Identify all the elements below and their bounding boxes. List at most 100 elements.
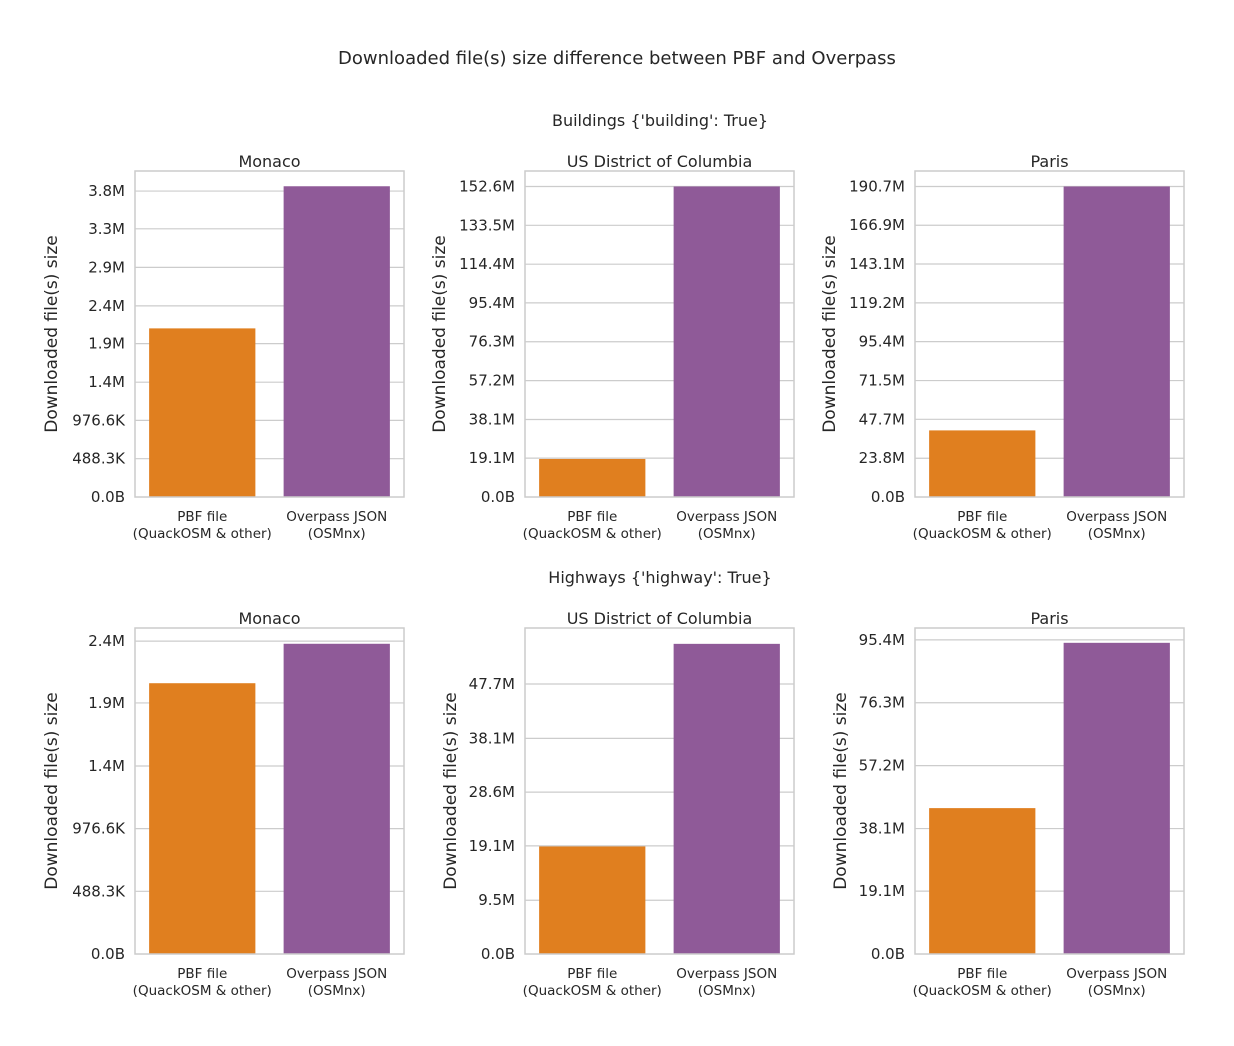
panel-title: Monaco bbox=[238, 609, 300, 628]
y-tick-label: 2.4M bbox=[88, 632, 125, 650]
x-tick-label: Overpass JSON bbox=[676, 509, 777, 525]
bar-overpass bbox=[283, 643, 390, 954]
y-tick-label: 3.3M bbox=[88, 220, 125, 238]
y-tick-label: 488.3K bbox=[72, 450, 126, 468]
bar-overpass bbox=[673, 186, 780, 497]
chart-panel: 0.0B 9.5M 19.1M 28.6M 38.1M 47.7M PBF file(Qua… bbox=[441, 609, 795, 999]
x-tick-label: (QuackOSM & other) bbox=[913, 983, 1052, 999]
chart-panel: 0.0B 19.1M 38.1M 57.2M 76.3M 95.4M PBF file(Qu… bbox=[831, 609, 1185, 999]
y-tick-label: 95.4M bbox=[469, 294, 515, 312]
y-tick-label: 3.8M bbox=[88, 182, 125, 200]
y-tick-label: 9.5M bbox=[478, 891, 515, 909]
x-tick-label: (QuackOSM & other) bbox=[133, 983, 272, 999]
y-tick-label: 152.6M bbox=[459, 177, 515, 195]
x-tick-label: (QuackOSM & other) bbox=[133, 526, 272, 542]
y-tick-label: 19.1M bbox=[469, 837, 515, 855]
panel-title: US District of Columbia bbox=[567, 152, 753, 171]
y-tick-label: 38.1M bbox=[469, 410, 515, 428]
y-tick-label: 57.2M bbox=[469, 372, 515, 390]
y-tick-label: 1.4M bbox=[88, 757, 125, 775]
y-tick-label: 166.9M bbox=[849, 216, 905, 234]
x-tick-label: (OSMnx) bbox=[698, 526, 756, 542]
chart-panel: 0.0B 488.3K 976.6K 1.4M 1.9M 2.4M 2.9M 3.3M 3.8M… bbox=[42, 152, 405, 542]
panel-title: US District of Columbia bbox=[567, 609, 753, 628]
chart-panel: 0.0B 23.8M 47.7M 71.5M 95.4M 119.2M 143.1M 166.… bbox=[820, 152, 1185, 542]
y-tick-label: 71.5M bbox=[859, 372, 905, 390]
x-tick-label: (OSMnx) bbox=[308, 983, 366, 999]
bar-overpass bbox=[283, 186, 390, 497]
y-tick-label: 0.0B bbox=[481, 945, 515, 963]
y-tick-label: 114.4M bbox=[459, 255, 515, 273]
y-tick-label: 19.1M bbox=[469, 449, 515, 467]
y-tick-label: 133.5M bbox=[459, 216, 515, 234]
x-tick-label: Overpass JSON bbox=[286, 966, 387, 982]
y-tick-label: 0.0B bbox=[91, 945, 125, 963]
x-tick-label: Overpass JSON bbox=[1066, 509, 1167, 525]
y-tick-label: 76.3M bbox=[859, 694, 905, 712]
y-tick-label: 38.1M bbox=[859, 820, 905, 838]
y-tick-label: 976.6K bbox=[72, 411, 126, 429]
x-tick-label: Overpass JSON bbox=[1066, 966, 1167, 982]
section-title-highways: Highways {'highway': True} bbox=[548, 568, 771, 587]
plot-frame bbox=[134, 170, 405, 498]
x-tick-label: PBF file bbox=[177, 966, 227, 982]
bar-pbf bbox=[149, 328, 256, 497]
x-tick-label: (OSMnx) bbox=[698, 983, 756, 999]
y-tick-label: 23.8M bbox=[859, 449, 905, 467]
x-tick-label: PBF file bbox=[567, 966, 617, 982]
y-tick-label: 95.4M bbox=[859, 631, 905, 649]
bar-pbf bbox=[539, 458, 646, 497]
y-tick-label: 119.2M bbox=[849, 294, 905, 312]
bar-overpass bbox=[673, 643, 780, 954]
bar-pbf bbox=[929, 430, 1036, 497]
x-tick-label: Overpass JSON bbox=[676, 966, 777, 982]
y-tick-label: 28.6M bbox=[469, 783, 515, 801]
plot-frame bbox=[524, 627, 795, 955]
y-axis-label: Downloaded file(s) size bbox=[820, 235, 840, 433]
bar-pbf bbox=[929, 808, 1036, 954]
plot-frame bbox=[914, 627, 1185, 955]
y-tick-label: 488.3K bbox=[72, 882, 126, 900]
y-tick-label: 1.9M bbox=[88, 335, 125, 353]
y-tick-label: 1.4M bbox=[88, 373, 125, 391]
bar-pbf bbox=[539, 846, 646, 954]
y-axis-label: Downloaded file(s) size bbox=[42, 692, 62, 890]
y-tick-label: 0.0B bbox=[871, 945, 905, 963]
x-tick-label: Overpass JSON bbox=[286, 509, 387, 525]
y-tick-label: 47.7M bbox=[469, 675, 515, 693]
y-tick-label: 976.6K bbox=[72, 820, 126, 838]
y-tick-label: 95.4M bbox=[859, 333, 905, 351]
y-tick-label: 19.1M bbox=[859, 882, 905, 900]
x-tick-label: PBF file bbox=[567, 509, 617, 525]
y-axis-label: Downloaded file(s) size bbox=[441, 692, 461, 890]
x-tick-label: PBF file bbox=[177, 509, 227, 525]
x-tick-label: (QuackOSM & other) bbox=[523, 526, 662, 542]
chart-panel: 0.0B 19.1M 38.1M 57.2M 76.3M 95.4M 114.4M 133.5… bbox=[430, 152, 795, 542]
y-axis-label: Downloaded file(s) size bbox=[42, 235, 62, 433]
section-title-buildings: Buildings {'building': True} bbox=[552, 111, 768, 130]
y-tick-label: 47.7M bbox=[859, 410, 905, 428]
x-tick-label: (OSMnx) bbox=[1088, 526, 1146, 542]
bar-pbf bbox=[149, 683, 256, 954]
x-tick-label: (QuackOSM & other) bbox=[523, 983, 662, 999]
x-tick-label: (QuackOSM & other) bbox=[913, 526, 1052, 542]
y-tick-label: 0.0B bbox=[871, 488, 905, 506]
y-tick-label: 76.3M bbox=[469, 333, 515, 351]
y-tick-label: 2.9M bbox=[88, 258, 125, 276]
x-tick-label: PBF file bbox=[957, 509, 1007, 525]
x-tick-label: (OSMnx) bbox=[308, 526, 366, 542]
y-axis-label: Downloaded file(s) size bbox=[831, 692, 851, 890]
plot-frame bbox=[134, 627, 405, 955]
panel-title: Paris bbox=[1030, 152, 1068, 171]
x-tick-label: PBF file bbox=[957, 966, 1007, 982]
y-tick-label: 143.1M bbox=[849, 255, 905, 273]
y-tick-label: 2.4M bbox=[88, 297, 125, 315]
plot-frame bbox=[524, 170, 795, 498]
y-tick-label: 38.1M bbox=[469, 729, 515, 747]
x-tick-label: (OSMnx) bbox=[1088, 983, 1146, 999]
y-tick-label: 57.2M bbox=[859, 757, 905, 775]
bar-overpass bbox=[1063, 186, 1170, 497]
panel-title: Paris bbox=[1030, 609, 1068, 628]
